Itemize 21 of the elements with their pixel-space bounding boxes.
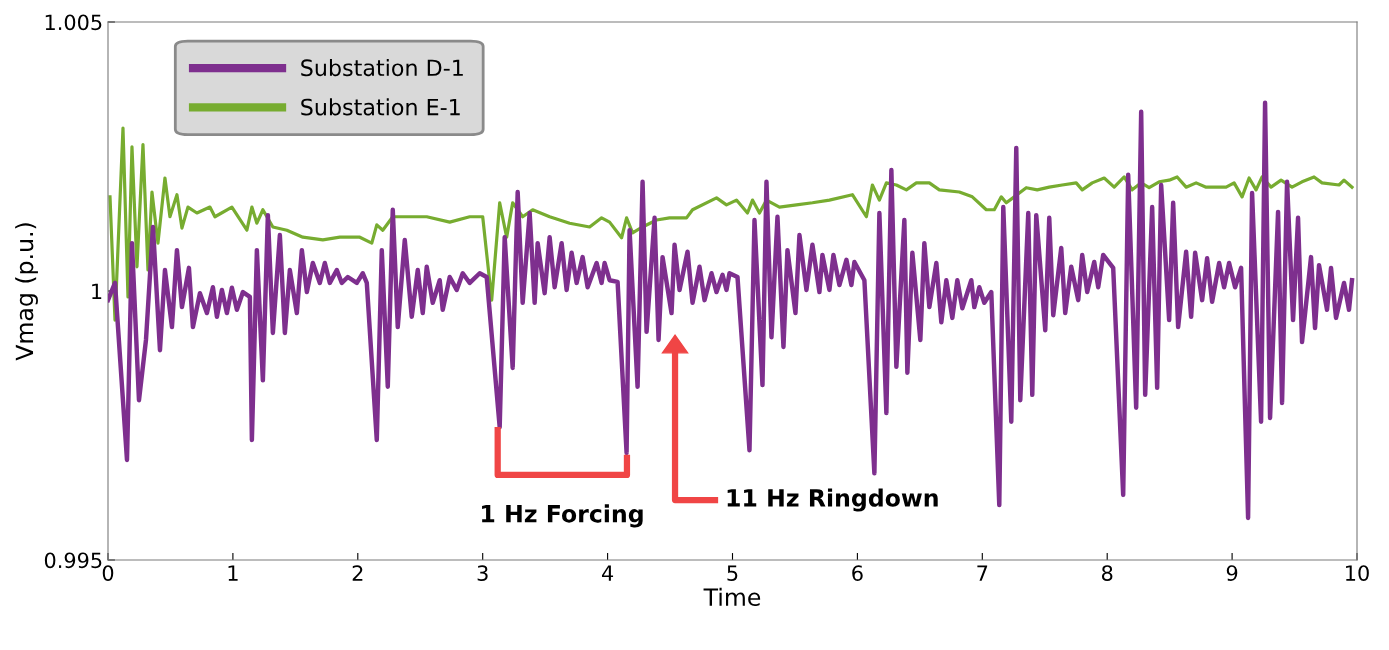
y-tick-label: 0.995 [44,552,102,569]
annotation: 1 Hz Forcing [482,504,643,528]
x-tick-label: 10 [1346,565,1369,581]
line-series [108,126,1354,322]
y-tick-label: 1 [92,283,102,299]
legend-label: Substation E-1 [301,98,460,116]
x-tick-label: 8 [1101,565,1113,581]
annotation: 11 Hz Ringdown [727,488,938,512]
y-tick-label: 1.005 [45,14,102,31]
x-tick-label: 4 [601,565,614,581]
x-tick-label: 1 [228,565,238,581]
x-tick-label: 3 [477,565,488,581]
x-axis-title: Time [703,587,761,607]
y-axis-title: Vmag (p.u.) [15,223,38,361]
x-tick-label: 6 [852,565,863,581]
x-tick-label: 7 [977,565,988,581]
x-tick-label: 9 [1226,565,1238,581]
x-tick-label: 5 [727,565,738,581]
x-tick-label: 0 [102,565,114,581]
legend-label: Substation D-1 [301,58,463,77]
x-tick-label: 2 [352,565,363,581]
